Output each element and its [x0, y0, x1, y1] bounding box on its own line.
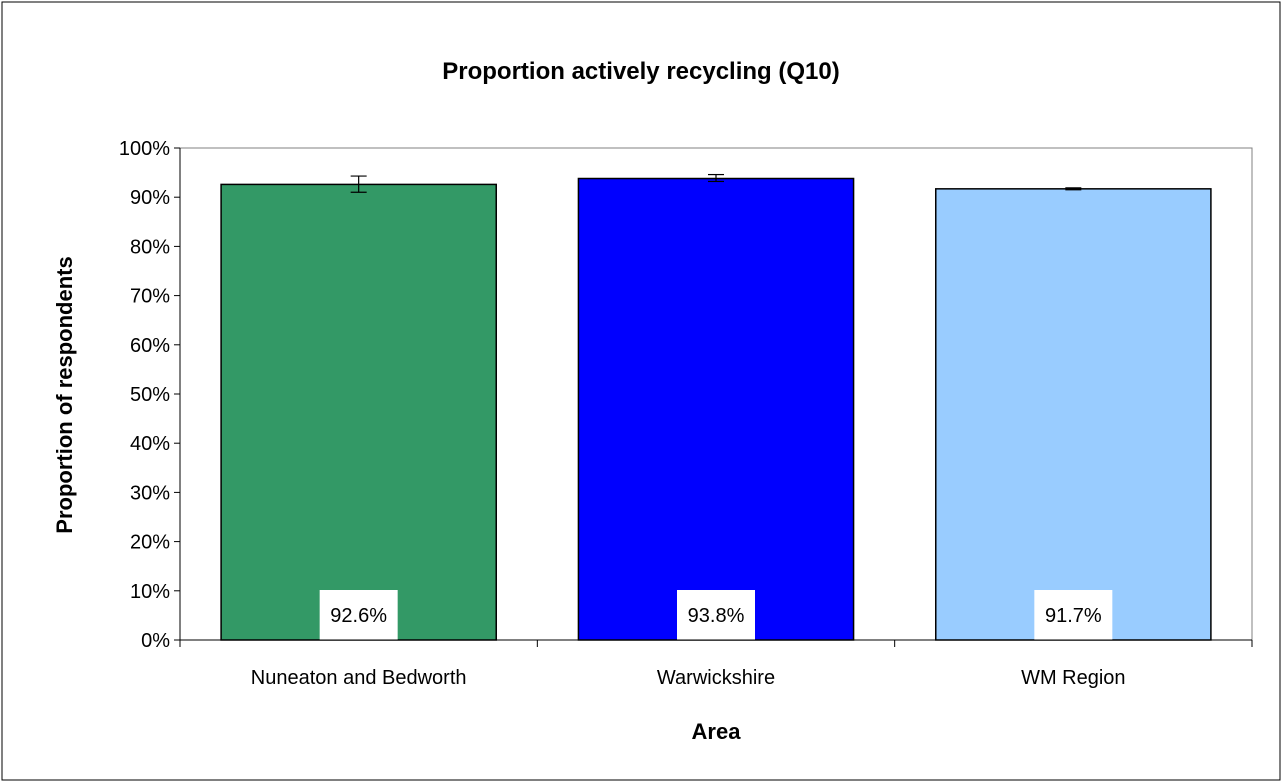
chart-title: Proportion actively recycling (Q10) — [442, 58, 839, 85]
error-bar — [708, 173, 724, 183]
y-tick-label: 50% — [130, 384, 170, 406]
bar — [577, 177, 855, 641]
y-tick-label: 90% — [130, 187, 170, 209]
value-label-box — [1034, 590, 1113, 640]
y-tick-label: 10% — [130, 581, 170, 603]
value-label: 91.7% — [1045, 605, 1102, 627]
value-label-box — [677, 590, 755, 640]
error-bars — [350, 173, 1082, 193]
y-tick-label: 80% — [130, 236, 170, 258]
x-axis-ticks — [179, 640, 1253, 647]
category-label: Warwickshire — [657, 667, 775, 689]
y-tick-label: 40% — [130, 433, 170, 455]
value-label-box — [319, 590, 398, 640]
y-tick-label: 30% — [130, 482, 170, 504]
category-labels: Nuneaton and Bedworth Warwickshire WM Regi… — [251, 667, 1126, 689]
error-bar — [350, 175, 367, 193]
category-label: Nuneaton and Bedworth — [251, 667, 467, 689]
bar — [220, 183, 497, 641]
x-axis-title: Area — [692, 719, 742, 744]
category-label: WM Region — [1021, 667, 1125, 689]
y-tick-label: 100% — [119, 138, 170, 160]
y-tick-label: 70% — [130, 286, 170, 308]
value-label: 93.8% — [688, 605, 745, 627]
y-tick-label: 0% — [141, 630, 170, 652]
y-axis-ticks: 0% 10% 20% 30% 40% 50% 60% 70% 80% 90% 100% — [119, 138, 180, 652]
bar — [935, 188, 1212, 641]
y-axis-title: Proportion of respondents — [52, 256, 77, 533]
value-labels: 92.6% 93.8% 91.7% — [319, 590, 1113, 640]
y-tick-label: 20% — [130, 532, 170, 554]
bars — [220, 177, 1212, 641]
y-tick-label: 60% — [130, 335, 170, 357]
error-bar — [1065, 187, 1082, 191]
value-label: 92.6% — [330, 605, 387, 627]
